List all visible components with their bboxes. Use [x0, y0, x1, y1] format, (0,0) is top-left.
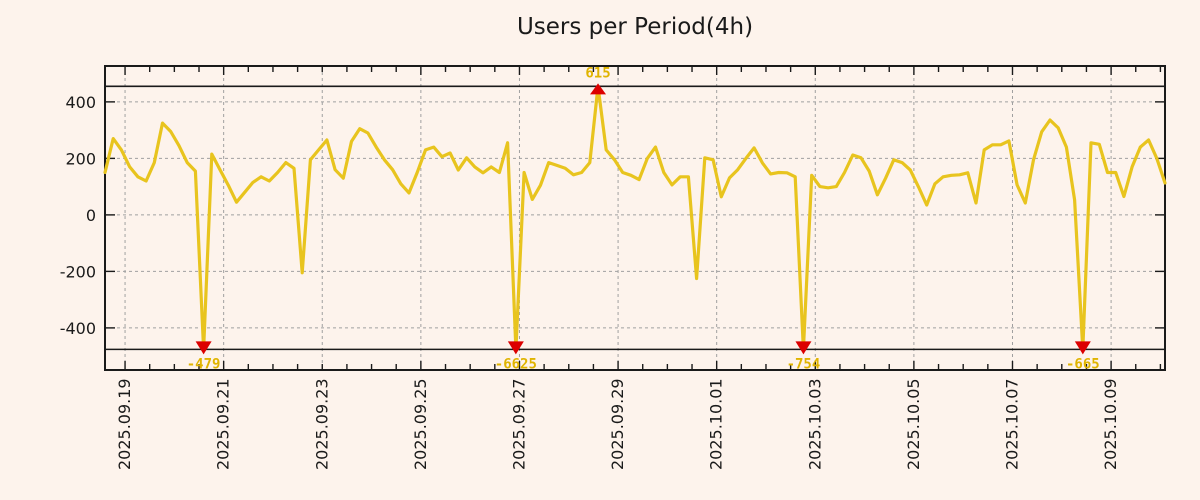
- x-axis-tick-label: 2025.09.23: [312, 378, 331, 470]
- y-axis-tick-label: 200: [65, 149, 96, 168]
- peak-value-label: 615: [585, 65, 610, 81]
- x-axis-tick-label: 2025.09.29: [608, 378, 627, 470]
- x-axis-tick-label: 2025.10.01: [707, 378, 726, 470]
- dip-value-label: -479: [187, 356, 221, 372]
- x-axis-tick-label: 2025.10.03: [805, 378, 824, 470]
- x-axis-tick-label: 2025.10.07: [1002, 378, 1021, 470]
- chart-title: Users per Period(4h): [517, 14, 753, 40]
- x-axis-tick-label: 2025.10.05: [904, 378, 923, 470]
- y-axis-tick-label: -200: [60, 262, 96, 281]
- peak-marker-icon: [590, 83, 607, 95]
- x-axis-tick-label: 2025.09.19: [115, 378, 134, 470]
- plot-area: 400 200 0 -200 -400 2025.09.19 2025.09.21 2025.…: [60, 65, 1167, 470]
- x-axis-tick-label: 2025.09.21: [214, 378, 233, 470]
- dip-marker-icon: [795, 341, 812, 355]
- y-axis-tick-label: -400: [60, 319, 96, 338]
- dip-marker-icon: [507, 341, 524, 355]
- x-axis-tick-label: 2025.10.09: [1101, 378, 1120, 470]
- dip-marker-icon: [195, 341, 212, 355]
- dip-value-label: -6625: [495, 356, 537, 372]
- users-series-line: [103, 84, 1167, 351]
- y-axis-tick-label: 400: [65, 93, 96, 112]
- plot-border: [104, 65, 1166, 371]
- x-axis-tick-label: 2025.09.27: [509, 378, 528, 470]
- dip-marker-icon: [1074, 341, 1091, 355]
- y-axis-tick-label: 0: [86, 206, 96, 225]
- x-axis-tick-label: 2025.09.25: [411, 378, 430, 470]
- dip-value-label: -754: [787, 356, 821, 372]
- dip-value-label: -665: [1066, 356, 1100, 372]
